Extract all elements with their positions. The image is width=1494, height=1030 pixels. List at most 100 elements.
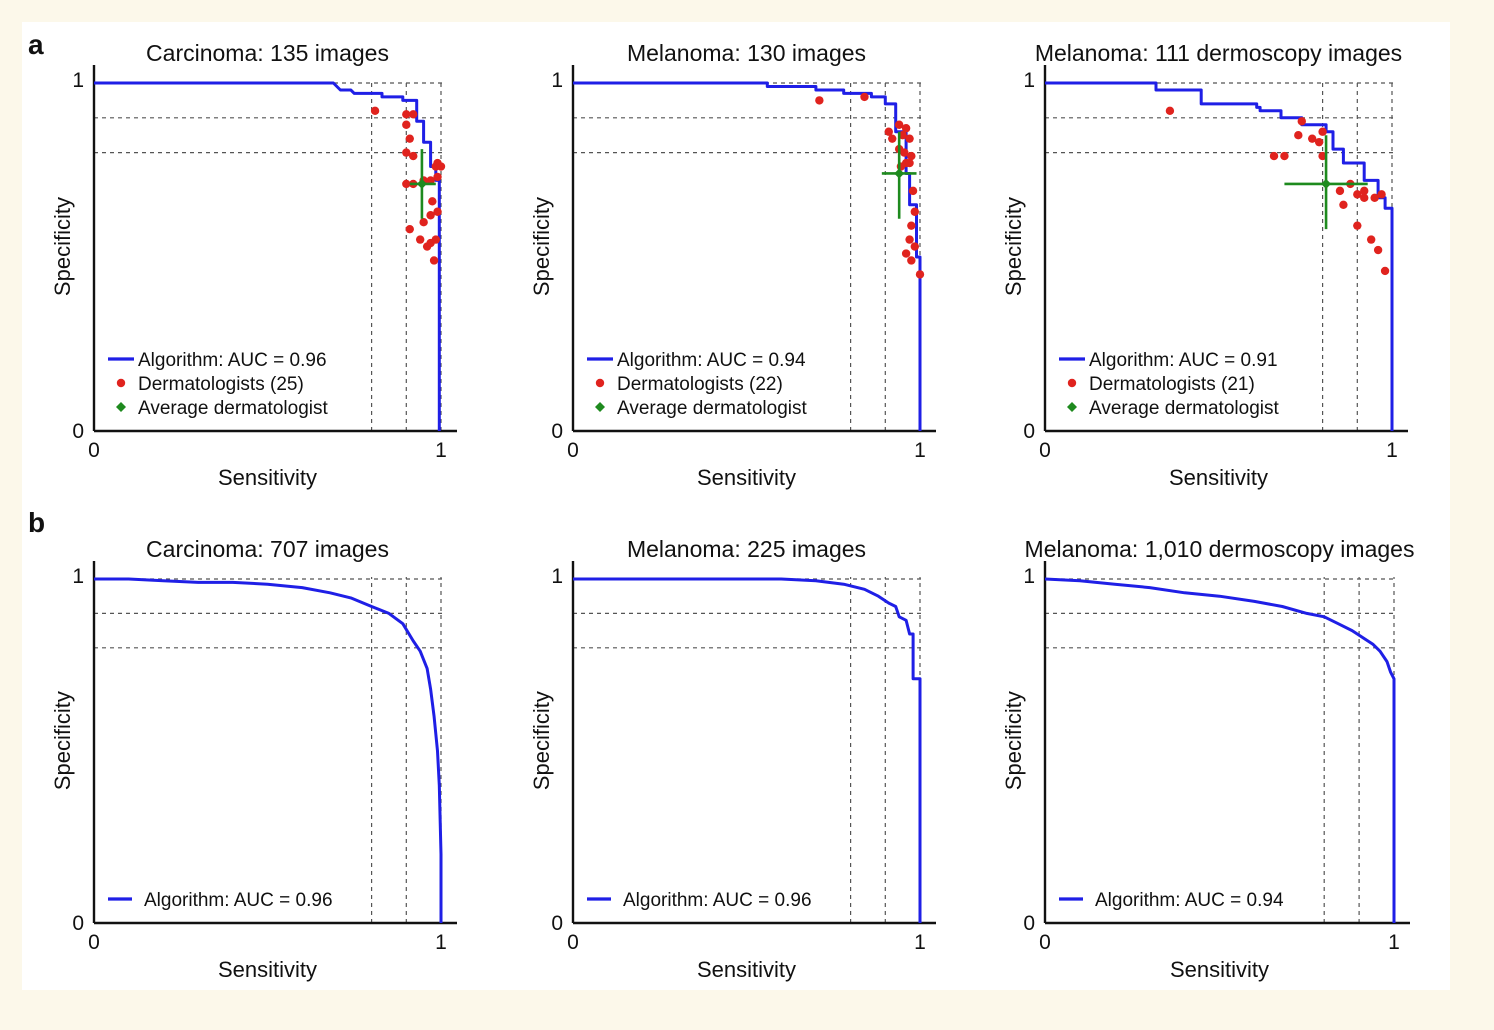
- x-tick-label: 0: [1039, 439, 1051, 462]
- x-axis-label: Sensitivity: [1170, 957, 1269, 982]
- plot-2: Melanoma: 130 images 0 1 0 1 Sensitivity Speci…: [529, 40, 936, 490]
- panel-label-a: a: [28, 29, 44, 60]
- dermatologist-point: [905, 235, 914, 244]
- dermatologist-point: [415, 235, 425, 244]
- dermatologist-point: [409, 151, 418, 161]
- dermatologist-point: [1269, 151, 1279, 161]
- x-tick-label: 1: [914, 439, 926, 462]
- x-tick-label: 0: [567, 439, 579, 462]
- y-axis-label: Specificity: [529, 691, 554, 790]
- legend-entry: Dermatologists (22): [617, 374, 783, 395]
- x-tick-label: 1: [435, 439, 447, 462]
- legend-dot-swatch: [116, 378, 126, 388]
- x-tick-label: 1: [914, 931, 926, 954]
- average-dermatologist-marker: [894, 168, 905, 179]
- dermatologist-point: [1294, 131, 1303, 140]
- dermatologist-point: [428, 197, 437, 206]
- y-tick-label: 0: [1023, 420, 1035, 443]
- roc-curve-line: [1045, 81, 1394, 431]
- dermatologist-point: [910, 242, 919, 251]
- dermatologist-point: [431, 235, 440, 244]
- y-tick-label: 0: [551, 912, 563, 935]
- dermatologist-point: [907, 151, 916, 161]
- dermatologist-point: [894, 120, 904, 129]
- y-tick-label: 1: [72, 69, 84, 92]
- dermatologist-point: [1360, 186, 1369, 196]
- legend-entry: Average dermatologist: [1089, 398, 1279, 419]
- plot-3: Melanoma: 111 dermoscopy images 0 1 0 1 Sensi…: [1001, 40, 1408, 490]
- average-dermatologist-marker: [416, 178, 427, 189]
- dermatologist-point: [1335, 186, 1345, 196]
- dermatologist-point: [426, 211, 435, 220]
- average-dermatologist-marker: [1321, 178, 1332, 189]
- y-tick-label: 0: [72, 912, 84, 935]
- dermatologist-point: [433, 207, 442, 216]
- legend-diamond-swatch: [595, 402, 605, 412]
- y-tick-label: 1: [551, 69, 563, 92]
- x-axis-label: Sensitivity: [697, 465, 796, 490]
- roc-curve-line: [573, 577, 922, 923]
- y-axis-label: Specificity: [529, 197, 554, 296]
- dermatologist-point: [1360, 193, 1369, 203]
- y-tick-label: 1: [72, 565, 84, 588]
- dermatologist-point: [1373, 245, 1383, 255]
- dermatologist-point: [402, 148, 411, 157]
- legend-entry: Algorithm: AUC = 0.91: [1089, 350, 1278, 371]
- dermatologist-point: [436, 162, 446, 171]
- legend-entry: Dermatologists (25): [138, 374, 304, 395]
- dermatologist-point: [1366, 235, 1376, 244]
- plot-1: Carcinoma: 135 images 0 1 0 1 Sensitivity Spec…: [50, 40, 457, 490]
- legend-dot-swatch: [595, 378, 605, 388]
- legend-entry: Algorithm: AUC = 0.96: [144, 890, 333, 911]
- y-tick-label: 0: [551, 420, 563, 443]
- chart-title: Carcinoma: 135 images: [146, 40, 389, 66]
- dermatologist-point: [1339, 200, 1348, 209]
- legend-entry: Algorithm: AUC = 0.94: [617, 350, 806, 371]
- x-axis-label: Sensitivity: [218, 957, 317, 982]
- y-tick-label: 0: [72, 420, 84, 443]
- figure-canvas: a b Carcinoma: 135 images 0 1 0 1 Sensitivity…: [28, 29, 1414, 982]
- panel-label-b: b: [28, 507, 45, 538]
- x-tick-label: 1: [435, 931, 447, 954]
- y-tick-label: 1: [551, 565, 563, 588]
- roc-curve-line: [94, 577, 443, 923]
- dermatologist-point: [1318, 151, 1327, 161]
- dermatologist-point: [910, 207, 919, 216]
- dermatologist-point: [1280, 151, 1289, 161]
- chart-title: Melanoma: 225 images: [627, 536, 866, 562]
- chart-title: Melanoma: 130 images: [627, 40, 866, 66]
- dermatologist-point: [905, 134, 914, 143]
- dermatologist-point: [884, 127, 893, 136]
- y-axis-label: Specificity: [50, 691, 75, 790]
- dermatologist-point: [915, 270, 925, 279]
- roc-curve-line: [573, 81, 922, 431]
- dermatologist-point: [898, 131, 907, 140]
- dermatologist-point: [405, 224, 414, 234]
- dermatologist-point: [1318, 127, 1327, 136]
- dermatologist-point: [907, 256, 916, 265]
- dermatologist-point: [815, 96, 824, 105]
- x-tick-label: 0: [88, 439, 100, 462]
- dermatologist-point: [1353, 190, 1362, 199]
- legend-entry: Average dermatologist: [138, 398, 328, 419]
- y-tick-label: 0: [1023, 912, 1035, 935]
- dermatologist-point: [901, 249, 911, 258]
- x-tick-label: 0: [567, 931, 579, 954]
- plot-4: Carcinoma: 707 images 0 1 0 1 Sensitivity Spec…: [50, 536, 457, 982]
- plots: Carcinoma: 135 images 0 1 0 1 Sensitivity Spec…: [50, 40, 1414, 982]
- y-axis-label: Specificity: [50, 197, 75, 296]
- dermatologist-point: [429, 256, 439, 265]
- legend-diamond-swatch: [116, 402, 126, 412]
- y-axis-label: Specificity: [1001, 197, 1026, 296]
- dermatologist-point: [426, 176, 435, 185]
- x-axis-label: Sensitivity: [1169, 465, 1268, 490]
- dermatologist-point: [905, 158, 914, 168]
- dermatologist-point: [1377, 190, 1386, 199]
- legend-entry: Algorithm: AUC = 0.96: [138, 350, 327, 371]
- legend-entry: Algorithm: AUC = 0.94: [1095, 890, 1284, 911]
- dermatologist-point: [1370, 193, 1379, 203]
- dermatologist-point: [419, 218, 428, 227]
- dermatologist-point: [1314, 137, 1324, 147]
- x-tick-label: 1: [1388, 931, 1400, 954]
- plot-6: Melanoma: 1,010 dermoscopy images 0 1 0 1 Sen…: [1001, 536, 1414, 982]
